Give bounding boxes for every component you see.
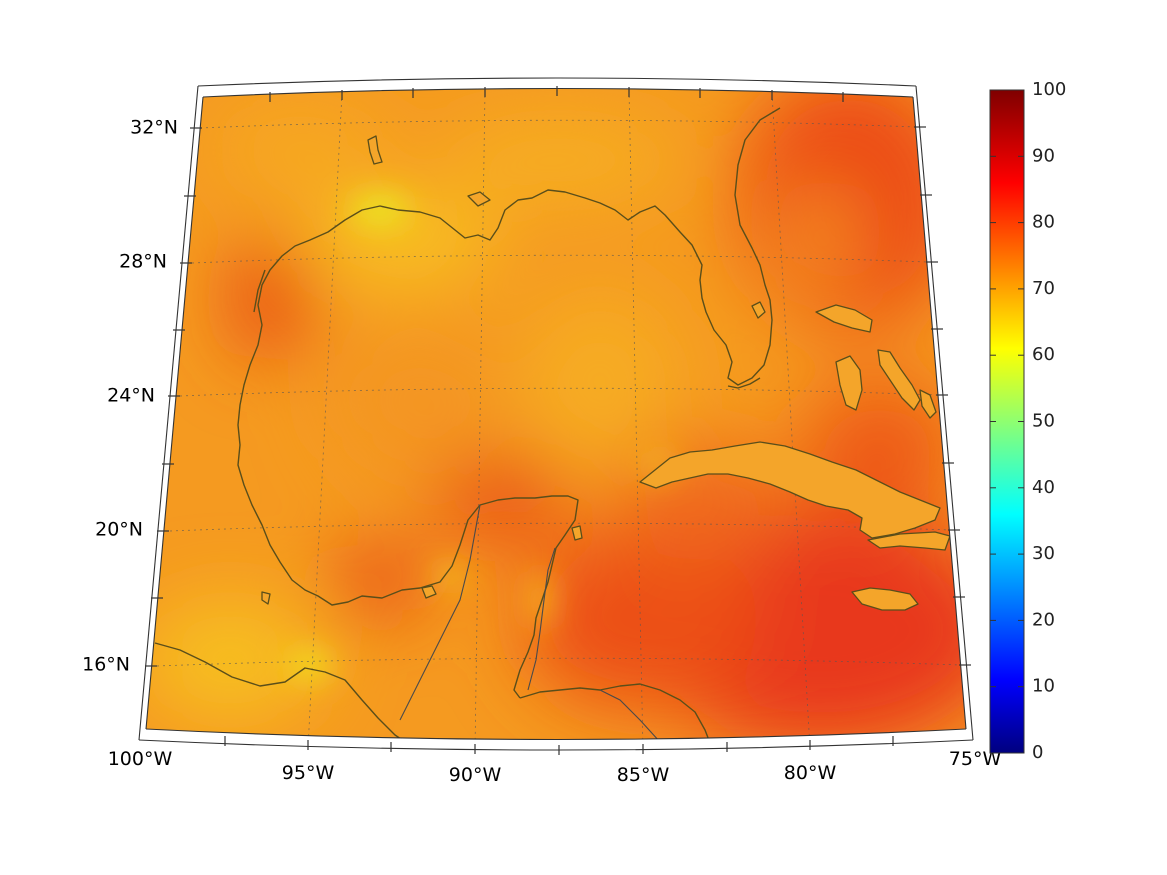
cozumel [571, 525, 583, 541]
colorbar-tick-label: 80 [1032, 212, 1055, 233]
lon-label-80w: 80°W [784, 762, 837, 784]
lon-label-100w: 100°W [108, 748, 173, 770]
lat-label-16n: 16°N [82, 654, 130, 676]
pacific-coastline [154, 642, 411, 740]
colorbar-tick-label: 20 [1032, 609, 1055, 630]
colorbar-tick-label: 40 [1032, 477, 1055, 498]
latitude-labels: 32°N 28°N 24°N 20°N 16°N [82, 117, 178, 676]
graticule [156, 89, 962, 740]
lat-label-20n: 20°N [95, 519, 143, 541]
bahamas-north [815, 304, 873, 333]
colorbar-tick-label: 70 [1032, 278, 1055, 299]
lat-label-24n: 24°N [107, 385, 155, 407]
jamaica [851, 587, 919, 611]
andros [835, 355, 863, 411]
islands [253, 135, 951, 611]
map-frame [138, 77, 974, 755]
data-field [146, 88, 966, 740]
lon-label-95w: 95°W [282, 762, 335, 784]
gulf-coastline [237, 107, 781, 699]
bahamas-central [877, 349, 921, 411]
coastlines [154, 107, 781, 740]
mississippi-delta [467, 191, 491, 207]
lat-label-28n: 28°N [119, 251, 167, 273]
lon-label-85w: 85°W [617, 764, 670, 786]
cuba [639, 441, 941, 539]
longitude-labels: 100°W 95°W 90°W 85°W 80°W 75°W [108, 748, 1002, 786]
colorbar-tick-label: 60 [1032, 344, 1055, 365]
colorbar-tick-label: 90 [1032, 145, 1055, 166]
texas-barrier [253, 269, 266, 313]
bahamas-south [919, 389, 937, 419]
hispaniola [867, 531, 951, 551]
lat-label-32n: 32°N [130, 117, 178, 139]
colorbar-tick-label: 30 [1032, 543, 1055, 564]
lon-label-75w: 75°W [949, 748, 1002, 770]
lake-okeechobee [751, 301, 766, 319]
louisiana-lakes [367, 135, 383, 165]
gulf-isle-1 [421, 585, 437, 599]
colorbar-tick-label: 0 [1032, 742, 1043, 763]
borders [399, 504, 661, 740]
colorbar-tick-label: 50 [1032, 411, 1055, 432]
lon-label-90w: 90°W [449, 764, 502, 786]
colorbar-tick-label: 100 [1032, 79, 1066, 100]
florida-keys [727, 377, 761, 389]
colorbar-tick-label: 10 [1032, 676, 1055, 697]
caribbean-central-coastline [519, 683, 713, 740]
gulf-isle-2 [261, 591, 271, 605]
